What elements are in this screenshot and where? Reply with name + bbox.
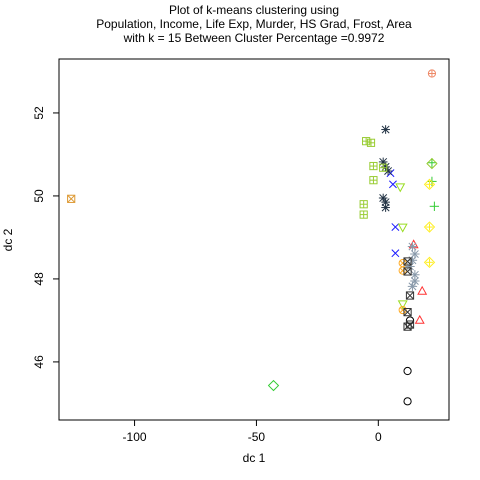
y-tick-label: 48 xyxy=(32,272,46,286)
data-point-cluster-8 xyxy=(381,125,390,134)
data-point-cluster-2 xyxy=(414,314,425,324)
data-point-cluster-12 xyxy=(366,138,376,147)
data-point-cluster-14 xyxy=(405,291,415,300)
data-point-cluster-9 xyxy=(423,178,436,190)
x-axis-label: dc 1 xyxy=(243,451,266,465)
data-point-cluster-2 xyxy=(417,285,428,295)
x-tick-label: -50 xyxy=(248,430,266,444)
x-axis: -100 -50 0 xyxy=(123,419,382,444)
data-point-cluster-9 xyxy=(423,256,436,268)
data-point-cluster-12 xyxy=(359,210,368,219)
data-point-cluster-4 xyxy=(388,180,397,189)
data-point-cluster-9 xyxy=(423,221,436,233)
data-point-cluster-7 xyxy=(67,194,76,203)
data-point-cluster-6 xyxy=(397,300,408,310)
y-tick-label: 52 xyxy=(32,106,46,120)
chart-title-line-1: Plot of k-means clustering using xyxy=(169,3,339,17)
data-point-cluster-12 xyxy=(369,161,378,171)
x-tick-label: -100 xyxy=(123,430,147,444)
data-point-cluster-12 xyxy=(362,137,371,146)
data-point-cluster-4 xyxy=(391,249,400,258)
chart-title-line-3: with k = 15 Between Cluster Percentage =… xyxy=(123,31,385,45)
data-point-cluster-6 xyxy=(397,223,408,233)
data-point-cluster-6 xyxy=(395,183,406,193)
data-point-cluster-12 xyxy=(369,176,378,185)
data-point-cluster-12 xyxy=(359,200,368,209)
data-point-cluster-5 xyxy=(267,379,280,392)
data-point-cluster-1 xyxy=(403,397,412,406)
y-axis-label: dc 2 xyxy=(1,228,15,251)
y-tick-label: 50 xyxy=(32,189,46,203)
y-axis: 46 48 50 52 xyxy=(32,106,60,369)
data-point-cluster-4 xyxy=(391,223,400,232)
data-point-cluster-1 xyxy=(403,366,412,376)
data-point-cluster-8 xyxy=(378,193,388,203)
data-point-cluster-14 xyxy=(405,320,415,329)
data-point-cluster-3 xyxy=(427,158,437,168)
y-tick-label: 46 xyxy=(32,355,46,369)
data-point-cluster-11 xyxy=(407,281,418,292)
chart-title-line-2: Population, Income, Life Exp, Murder, HS… xyxy=(96,17,412,31)
data-point-cluster-8 xyxy=(381,203,390,212)
data-point-cluster-3 xyxy=(429,201,440,211)
data-points xyxy=(67,69,440,406)
data-point-cluster-11 xyxy=(407,241,418,252)
data-point-cluster-15 xyxy=(426,157,438,170)
x-tick-label: 0 xyxy=(375,430,382,444)
data-point-cluster-12 xyxy=(379,163,388,172)
data-point-cluster-14 xyxy=(403,257,412,266)
data-point-cluster-14 xyxy=(403,267,412,276)
data-point-cluster-14 xyxy=(403,308,412,317)
data-point-cluster-11 xyxy=(410,270,420,280)
data-point-cluster-10 xyxy=(427,69,437,78)
